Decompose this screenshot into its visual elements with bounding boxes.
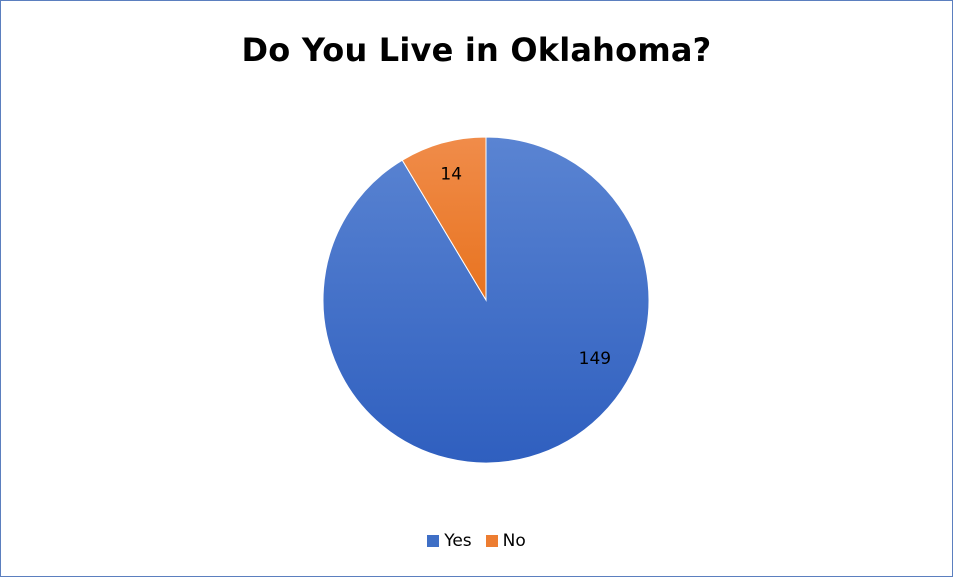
legend-item-yes: Yes — [427, 531, 472, 551]
pie-slice-no — [401, 136, 487, 302]
legend-label-yes: Yes — [444, 531, 472, 551]
data-label-no: 14 — [440, 164, 462, 184]
legend-swatch-no — [485, 535, 498, 547]
legend-item-no: No — [485, 531, 526, 551]
legend: Yes No — [1, 531, 952, 551]
legend-label-no: No — [502, 531, 526, 551]
data-label-yes: 149 — [579, 349, 611, 369]
chart-title: Do You Live in Oklahoma? — [241, 31, 712, 69]
legend-swatch-yes — [427, 535, 440, 547]
